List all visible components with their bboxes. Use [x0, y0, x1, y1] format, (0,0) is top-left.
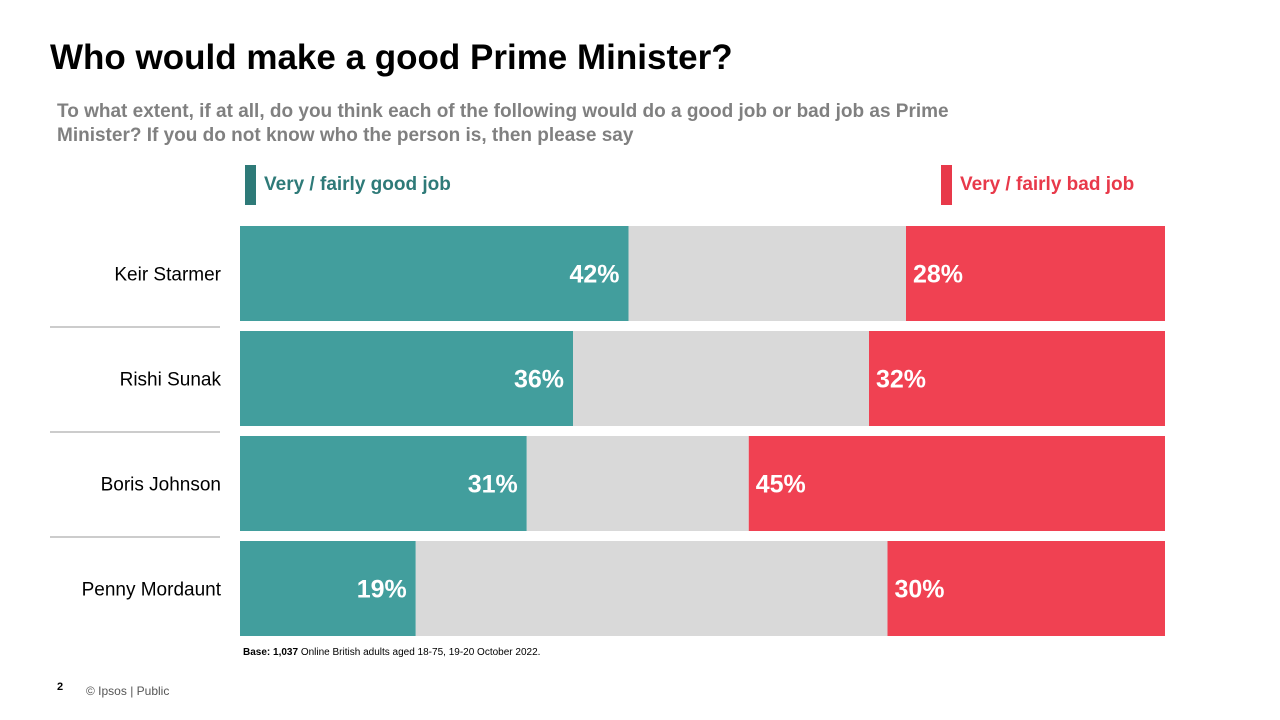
footer-copyright: © Ipsos | Public [86, 684, 170, 698]
bar-segment-neutral-boris-johnson [526, 436, 749, 531]
legend-good-swatch [245, 165, 256, 205]
bar-segment-neutral-penny-mordaunt [415, 541, 888, 636]
data-label-bad-keir-starmer: 28% [913, 261, 963, 289]
base-note: Base: 1,037 Online British adults aged 1… [243, 647, 540, 658]
base-note-bold: Base: 1,037 [243, 647, 299, 658]
category-label-boris-johnson: Boris Johnson [101, 475, 221, 496]
bar-segment-neutral-rishi-sunak [573, 331, 869, 426]
legend-bad-label: Very / fairly bad job [960, 174, 1135, 195]
chart-subtitle: To what extent, if at all, do you think … [57, 101, 949, 146]
data-label-good-penny-mordaunt: 19% [357, 576, 407, 604]
category-label-keir-starmer: Keir Starmer [114, 265, 221, 286]
legend-bad-swatch [941, 165, 952, 205]
bar-segment-neutral-keir-starmer [628, 226, 906, 321]
bar-segment-bad-penny-mordaunt [887, 541, 1165, 636]
data-label-good-rishi-sunak: 36% [514, 366, 564, 394]
base-note-text: Online British adults aged 18-75, 19-20 … [298, 647, 541, 658]
data-label-good-boris-johnson: 31% [468, 471, 518, 499]
data-label-bad-boris-johnson: 45% [756, 471, 806, 499]
data-label-bad-penny-mordaunt: 30% [895, 576, 945, 604]
category-label-rishi-sunak: Rishi Sunak [120, 370, 222, 391]
chart-title: Who would make a good Prime Minister? [50, 38, 733, 77]
legend-good: Very / fairly good job [245, 165, 451, 205]
bar-segment-bad-keir-starmer [906, 226, 1165, 321]
legend-good-label: Very / fairly good job [264, 174, 451, 195]
page-number: 2 [57, 681, 64, 693]
data-label-good-keir-starmer: 42% [569, 261, 619, 289]
bar-segment-good-keir-starmer [240, 226, 629, 321]
data-label-bad-rishi-sunak: 32% [876, 366, 926, 394]
bar-segment-bad-boris-johnson [748, 436, 1165, 531]
bar-segment-good-rishi-sunak [240, 331, 573, 426]
legend-bad: Very / fairly bad job [941, 165, 1134, 205]
bar-segment-bad-rishi-sunak [869, 331, 1165, 426]
bar-segment-good-boris-johnson [240, 436, 527, 531]
category-label-penny-mordaunt: Penny Mordaunt [82, 580, 222, 601]
bar-segment-good-penny-mordaunt [240, 541, 416, 636]
